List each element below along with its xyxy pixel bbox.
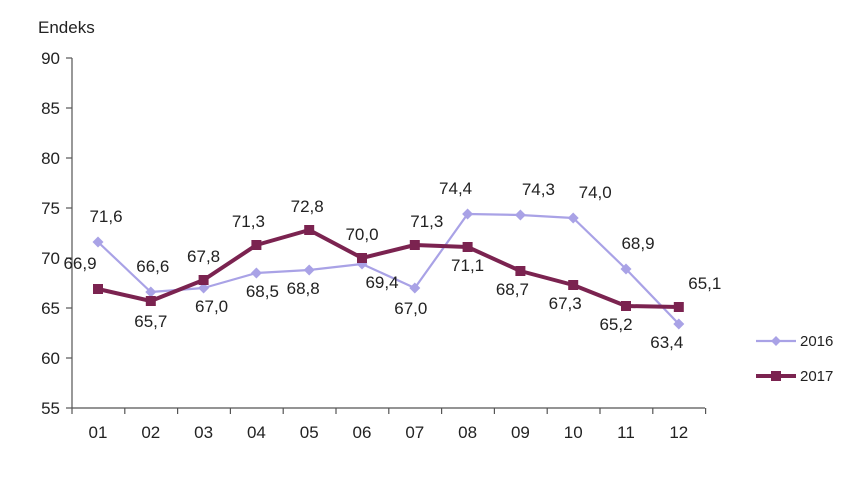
data-labels: 71,6 66,6 67,0 68,5 68,8 69,4 67,0 74,4 74,3 74,0… — [63, 179, 721, 352]
data-point-2016 — [145, 286, 157, 298]
data-point-2016 — [514, 209, 526, 221]
x-tick-label: 03 — [194, 423, 213, 442]
data-point-2017 — [409, 240, 420, 250]
y-tick-label: 75 — [41, 199, 60, 218]
x-tick-label: 07 — [405, 423, 424, 442]
data-point-2016 — [92, 236, 104, 248]
y-tick-label: 65 — [41, 299, 60, 318]
data-label-2017: 71,3 — [410, 212, 443, 231]
y-axis-ticks: 55 60 65 70 75 80 85 90 — [41, 49, 72, 418]
data-label-2017: 70,0 — [345, 225, 378, 244]
y-axis-title: Endeks — [38, 18, 95, 37]
y-tick-label: 55 — [41, 399, 60, 418]
series-lines — [97, 212, 680, 325]
y-tick-label: 90 — [41, 49, 60, 68]
data-label-2016: 68,5 — [246, 282, 279, 301]
y-tick-label: 60 — [41, 349, 60, 368]
data-label-2016: 74,3 — [522, 180, 555, 199]
data-point-2016 — [567, 212, 579, 224]
x-tick-label: 10 — [564, 423, 583, 442]
data-label-2016: 67,0 — [195, 297, 228, 316]
legend-marker-2017 — [771, 371, 781, 381]
data-point-2016 — [250, 267, 262, 279]
x-tick-label: 12 — [669, 423, 688, 442]
x-axis-ticks: 01 02 03 04 05 06 07 08 09 10 11 12 — [71, 408, 707, 442]
axes — [71, 58, 705, 409]
data-label-2016: 67,0 — [394, 299, 427, 318]
data-label-2017: 68,7 — [496, 280, 529, 299]
data-label-2017: 65,2 — [599, 315, 632, 334]
data-label-2017: 65,7 — [134, 312, 167, 331]
x-tick-label: 08 — [458, 423, 477, 442]
data-point-2017 — [304, 225, 315, 235]
data-label-2016: 68,8 — [287, 279, 320, 298]
data-point-2017 — [93, 284, 103, 294]
series-line-2016 — [97, 212, 680, 325]
y-tick-label: 80 — [41, 149, 60, 168]
legend: 2016 2017 — [756, 333, 833, 385]
x-tick-label: 09 — [511, 423, 530, 442]
data-label-2016: 66,6 — [136, 257, 169, 276]
data-label-2016: 69,4 — [365, 273, 398, 292]
data-point-2016 — [198, 282, 210, 294]
data-point-2017 — [515, 266, 526, 276]
x-tick-label: 02 — [141, 423, 160, 442]
data-point-2017 — [251, 240, 262, 250]
data-label-2017: 71,3 — [232, 212, 265, 231]
x-tick-label: 11 — [617, 423, 635, 442]
legend-marker-2016 — [771, 336, 781, 346]
data-point-2017 — [198, 275, 209, 285]
data-point-2016 — [409, 282, 421, 294]
data-point-2016 — [620, 263, 632, 275]
data-point-2017 — [568, 280, 579, 290]
data-label-2017: 71,1 — [451, 256, 484, 275]
data-label-2016: 74,4 — [439, 179, 472, 198]
data-label-2017: 72,8 — [291, 197, 324, 216]
series-markers — [92, 208, 685, 330]
data-point-2017 — [462, 242, 473, 252]
data-point-2017 — [673, 302, 684, 312]
data-label-2017: 67,3 — [549, 294, 582, 313]
data-point-2017 — [621, 301, 631, 311]
data-label-2017: 66,9 — [63, 254, 96, 273]
data-point-2017 — [357, 253, 367, 263]
legend-label-2017: 2017 — [800, 368, 833, 385]
y-tick-label: 85 — [41, 99, 60, 118]
data-label-2016: 68,9 — [621, 234, 654, 253]
data-point-2016 — [462, 208, 474, 220]
data-point-2017 — [145, 296, 156, 306]
series-line-2017 — [97, 228, 679, 309]
data-point-2016 — [303, 264, 315, 276]
data-label-2016: 63,4 — [650, 333, 683, 352]
y-tick-label: 70 — [41, 249, 60, 268]
data-label-2017: 65,1 — [688, 274, 721, 293]
data-label-2016: 71,6 — [89, 207, 122, 226]
legend-label-2016: 2016 — [800, 333, 833, 350]
x-tick-label: 05 — [300, 423, 319, 442]
data-label-2017: 67,8 — [187, 247, 220, 266]
data-label-2016: 74,0 — [579, 183, 612, 202]
x-tick-label: 04 — [247, 423, 266, 442]
x-tick-label: 06 — [353, 423, 372, 442]
x-tick-label: 01 — [89, 423, 108, 442]
data-point-2016 — [673, 318, 685, 330]
